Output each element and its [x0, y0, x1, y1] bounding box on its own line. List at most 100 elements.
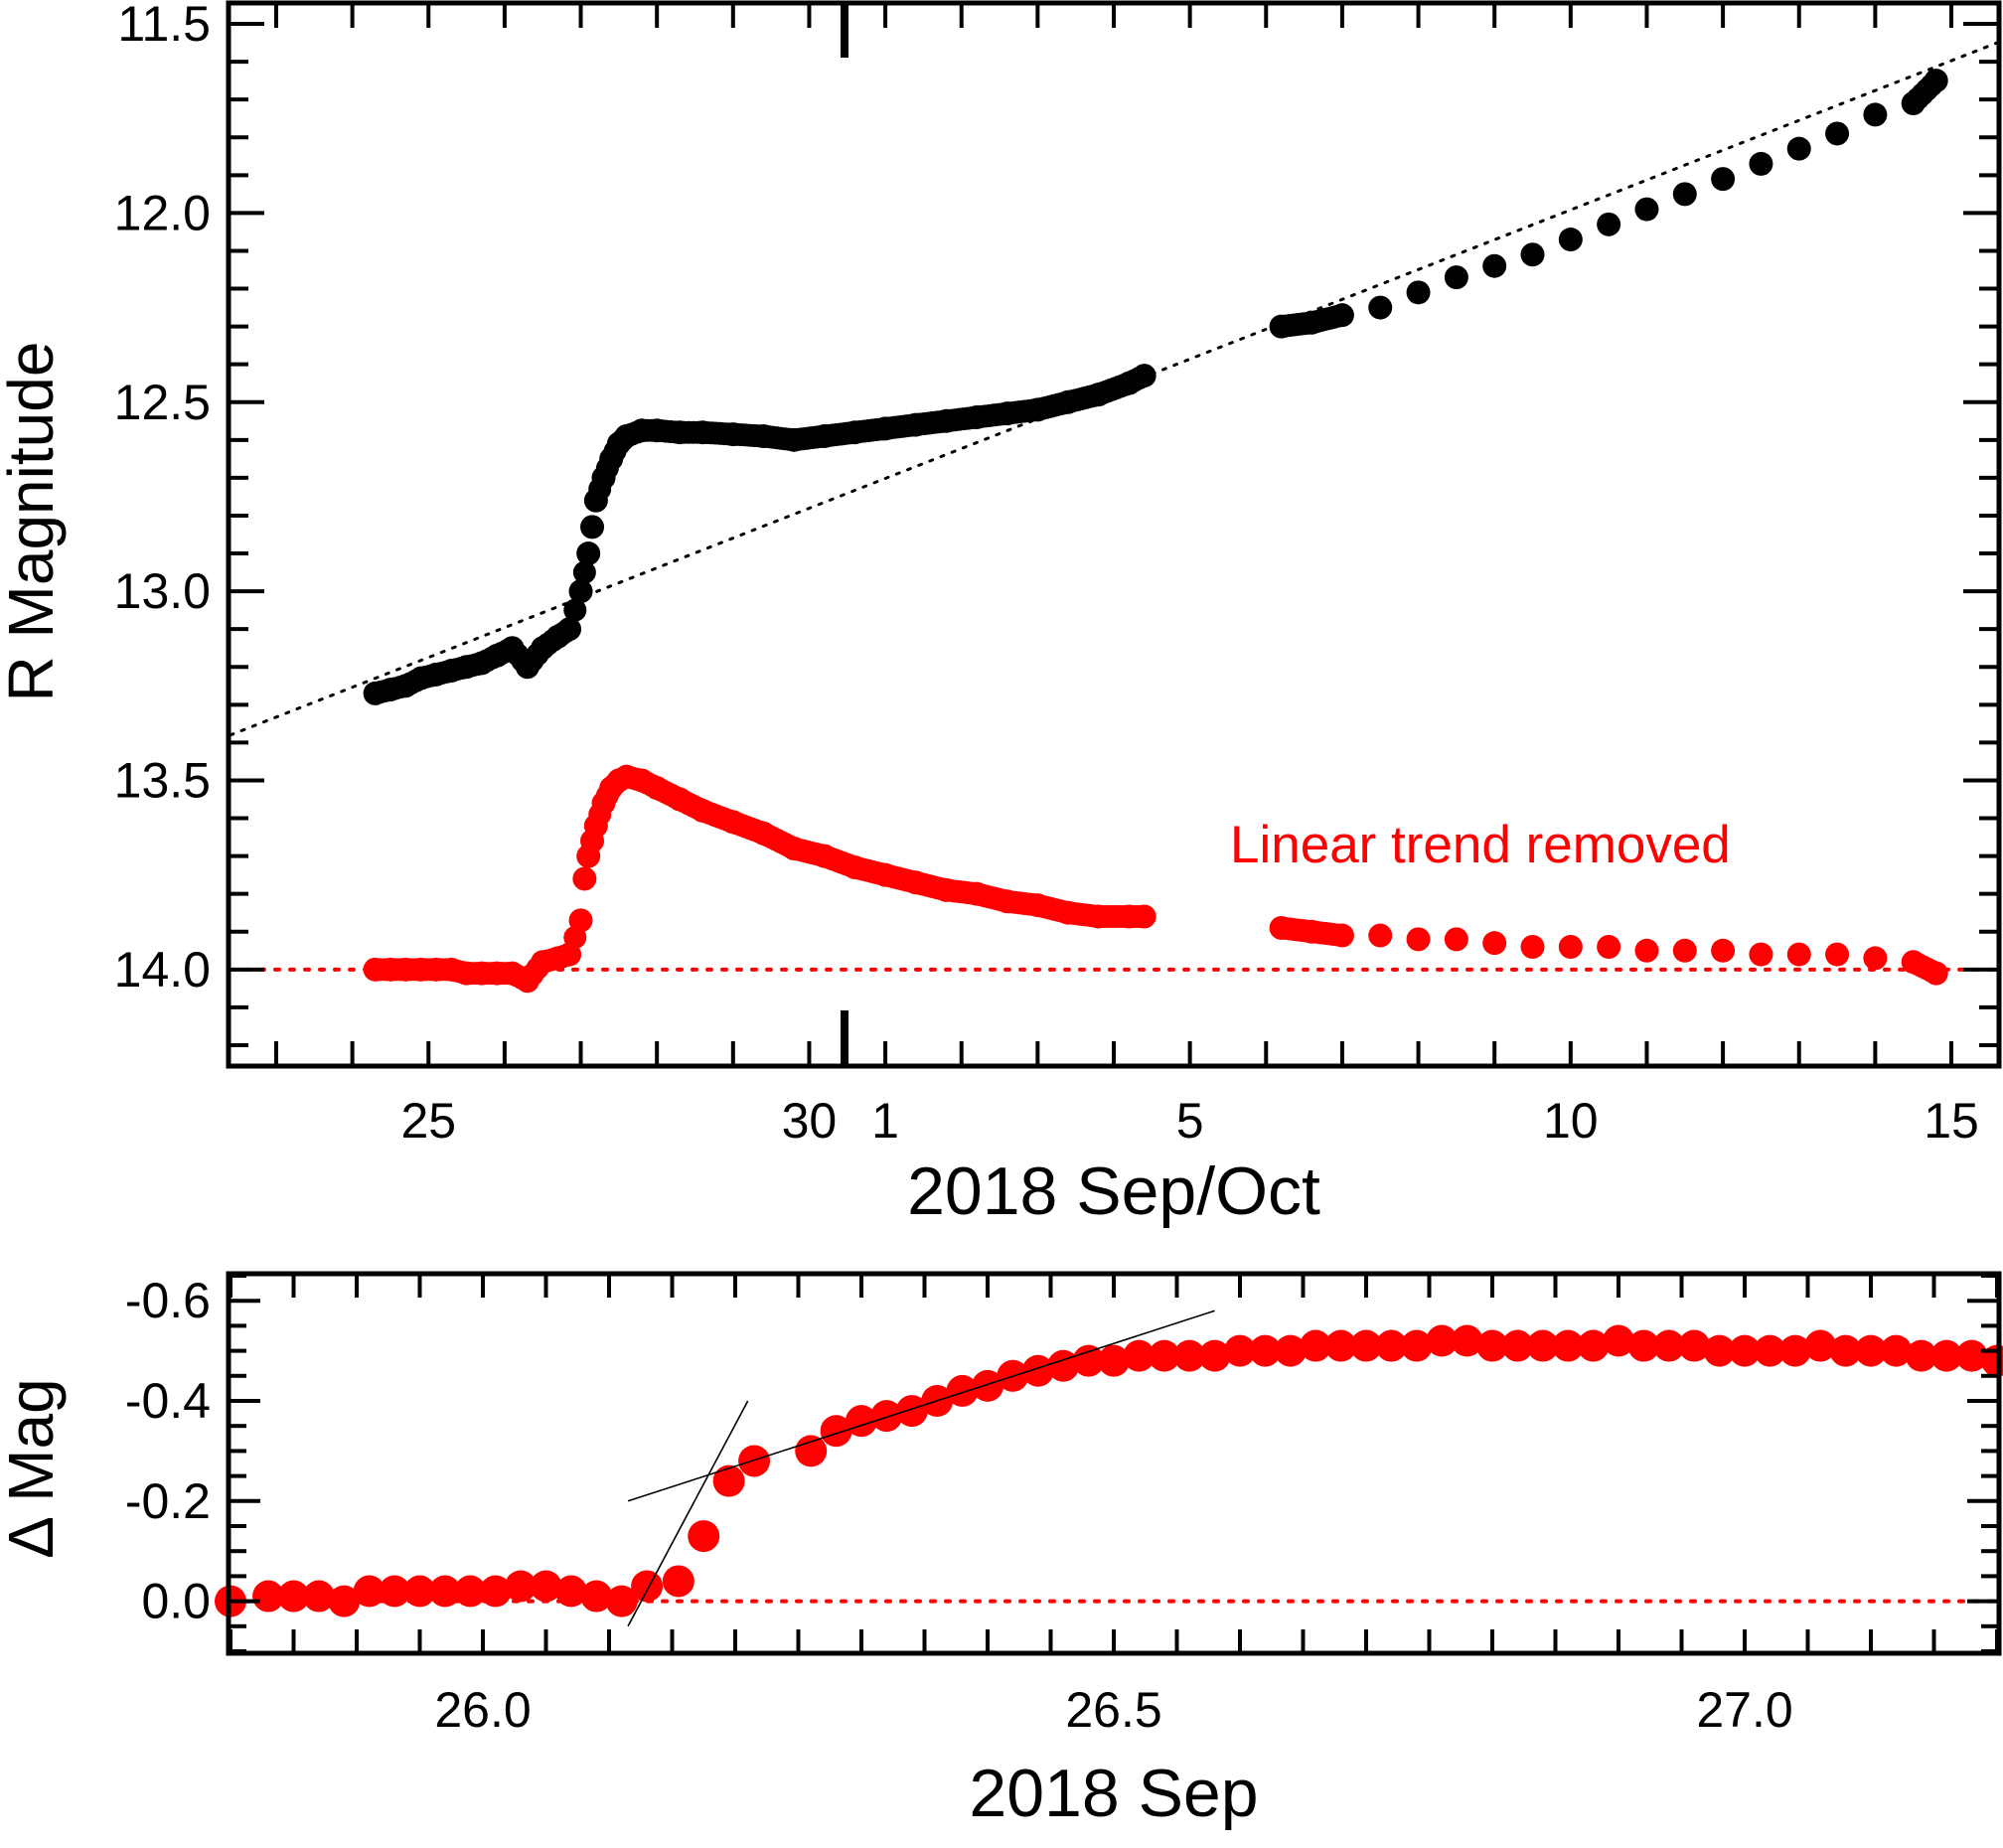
- upper-point: [1749, 151, 1773, 176]
- delta-mag-point: [1274, 1334, 1307, 1367]
- trend-annotation: Linear trend removed: [1230, 816, 1731, 874]
- delta-mag-point: [1627, 1329, 1660, 1362]
- delta-mag-point: [1829, 1334, 1862, 1367]
- top-y-tick-label: 14.0: [114, 942, 211, 998]
- fit-line: [627, 1400, 749, 1627]
- bottom-y-tick-label: -0.2: [125, 1473, 211, 1529]
- upper-point: [1634, 197, 1659, 222]
- bottom-y-tick-label: -0.6: [125, 1273, 211, 1328]
- delta-mag-point: [895, 1395, 928, 1428]
- delta-mag-point: [1324, 1329, 1357, 1362]
- detrended-point: [1786, 942, 1811, 967]
- upper-point: [568, 579, 593, 604]
- delta-mag-point: [712, 1464, 745, 1497]
- delta-mag-point: [662, 1565, 694, 1598]
- delta-mag-point: [738, 1445, 771, 1477]
- upper-point: [576, 541, 601, 566]
- upper-point: [1329, 303, 1354, 328]
- upper-point: [1786, 136, 1811, 161]
- delta-mag-point: [1173, 1339, 1206, 1372]
- delta-mag-point: [505, 1570, 538, 1603]
- bottom-x-tick-label: 26.5: [1065, 1682, 1161, 1738]
- delta-mag-point: [972, 1369, 1003, 1402]
- bottom-x-tick-label: 27.0: [1696, 1682, 1792, 1738]
- detrended-point: [1924, 961, 1948, 986]
- detrended-series: [363, 764, 1948, 994]
- top-plot-frame: [226, 0, 2002, 1069]
- delta-mag-point: [946, 1374, 979, 1407]
- delta-mag-point: [605, 1585, 638, 1617]
- bottom-y-tick-labels: -0.6 -0.4 -0.2 0.0: [125, 1273, 211, 1628]
- upper-point: [1711, 167, 1736, 192]
- delta-mag-point: [1021, 1354, 1054, 1387]
- bottom-y-tick-label: -0.4: [125, 1373, 211, 1429]
- delta-mag-point: [1350, 1329, 1382, 1362]
- upper-point: [580, 515, 605, 539]
- top-y-tick-label: 13.5: [114, 752, 211, 808]
- delta-mag-point: [1652, 1329, 1685, 1362]
- delta-mag-point: [530, 1570, 562, 1603]
- delta-mag-point: [1880, 1334, 1913, 1367]
- delta-mag-point: [1930, 1339, 1963, 1372]
- upper-point: [1672, 182, 1697, 207]
- delta-mag-point: [1855, 1334, 1887, 1367]
- detrended-point: [1329, 923, 1354, 948]
- bottom-x-tick-labels: 26.0 26.5 27.0: [434, 1682, 1792, 1738]
- top-x-tick-labels: 25 30 1 5 10 15: [400, 1093, 1978, 1149]
- delta-mag-point: [631, 1570, 664, 1603]
- delta-mag-point: [1577, 1329, 1610, 1362]
- top-axis-ticks: [231, 5, 1997, 1064]
- delta-mag-point: [328, 1585, 361, 1617]
- delta-mag-point: [1400, 1329, 1433, 1362]
- delta-mag-point: [454, 1575, 487, 1608]
- top-x-tick-label: 25: [400, 1093, 456, 1149]
- delta-mag-point: [428, 1575, 461, 1608]
- upper-point: [1863, 102, 1888, 127]
- delta-mag-point: [795, 1435, 828, 1467]
- detrended-point: [1520, 934, 1545, 959]
- delta-mag-point: [1678, 1329, 1711, 1362]
- detrended-point: [1368, 923, 1393, 948]
- upper-point: [1368, 295, 1393, 320]
- upper-point: [1597, 212, 1621, 236]
- delta-mag-point: [353, 1575, 385, 1608]
- delta-mag-point: [1552, 1329, 1585, 1362]
- delta-mag-point: [1224, 1334, 1256, 1367]
- upper-point: [563, 598, 587, 622]
- detrended-point: [1711, 938, 1736, 963]
- delta-mag-point: [1729, 1334, 1761, 1367]
- delta-mag-point: [1426, 1324, 1459, 1357]
- delta-mag-point: [1501, 1329, 1534, 1362]
- bottom-panel: -0.6 -0.4 -0.2 0.0 26.0 26.5 27.0 Δ Mag 2018 …: [0, 1271, 2003, 1831]
- delta-mag-point: [1905, 1339, 1937, 1372]
- top-x-axis-label: 2018 Sep/Oct: [907, 1154, 1320, 1229]
- detrended-point: [1482, 931, 1507, 956]
- delta-mag-point: [1249, 1334, 1282, 1367]
- delta-mag-point: [252, 1580, 285, 1613]
- detrended-point: [1863, 946, 1888, 971]
- upper-point: [1482, 253, 1507, 278]
- delta-mag-point: [688, 1520, 720, 1553]
- delta-mag-point: [1703, 1334, 1736, 1367]
- detrended-point: [1634, 938, 1659, 963]
- delta-mag-point: [1098, 1344, 1130, 1377]
- top-y-tick-label: 12.0: [114, 185, 211, 240]
- detrended-point: [568, 908, 593, 933]
- delta-mag-point: [1451, 1324, 1483, 1357]
- delta-mag-point: [1526, 1329, 1559, 1362]
- detrended-point: [1825, 942, 1850, 967]
- delta-mag-point: [1778, 1334, 1811, 1367]
- fit-lines: [627, 1309, 1215, 1627]
- bottom-x-tick-label: 26.0: [434, 1682, 531, 1738]
- delta-mag-point: [1476, 1329, 1508, 1362]
- top-x-tick-label: 5: [1176, 1093, 1204, 1149]
- detrended-point: [572, 866, 597, 891]
- bottom-y-tick-label: 0.0: [141, 1574, 211, 1629]
- detrended-point: [1597, 934, 1621, 959]
- delta-mag-point: [1804, 1329, 1837, 1362]
- delta-mag-point: [277, 1580, 310, 1613]
- detrended-point: [1749, 942, 1773, 967]
- bottom-y-axis-label: Δ Mag: [0, 1378, 67, 1559]
- upper-point: [1924, 69, 1948, 93]
- top-x-tick-label: 1: [871, 1093, 899, 1149]
